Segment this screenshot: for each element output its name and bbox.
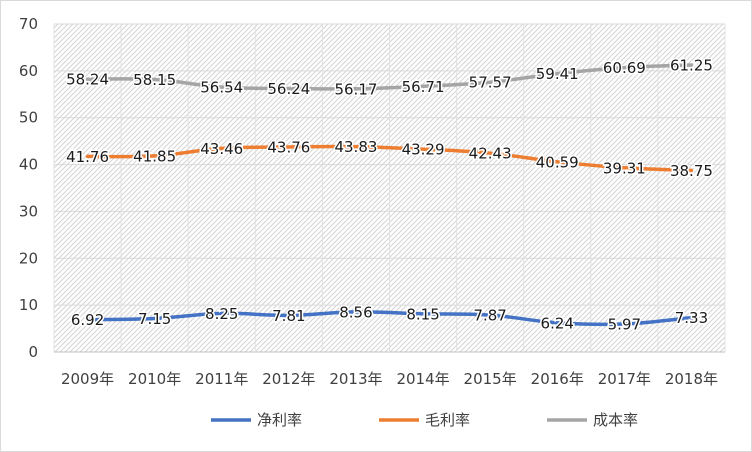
data-label: 38.75 bbox=[670, 162, 713, 180]
data-label: 7.87 bbox=[473, 307, 506, 325]
data-label: 56.17 bbox=[334, 80, 377, 98]
y-tick-label: 30 bbox=[19, 202, 38, 220]
legend-item-净利率[interactable]: 净利率 bbox=[211, 411, 302, 429]
legend-label: 成本率 bbox=[593, 411, 638, 429]
data-label: 58.15 bbox=[133, 71, 176, 89]
series-line-毛利率 bbox=[85, 144, 694, 173]
x-tick-label: 2017年 bbox=[598, 370, 651, 388]
x-axis: 2009年 2010年 2011年 2012年 2013年 2014年 2015年 2016年… bbox=[61, 370, 718, 388]
legend-item-成本率[interactable]: 成本率 bbox=[547, 411, 638, 429]
data-label: 39.31 bbox=[603, 159, 646, 177]
legend-label: 净利率 bbox=[257, 411, 302, 429]
x-tick-label: 2015年 bbox=[464, 370, 517, 388]
data-label: 8.25 bbox=[205, 305, 238, 323]
data-label: 58.24 bbox=[66, 71, 109, 89]
data-label: 41.76 bbox=[66, 148, 109, 166]
data-label: 43.76 bbox=[267, 138, 310, 156]
data-label: 7.15 bbox=[138, 310, 171, 328]
data-label: 56.71 bbox=[402, 78, 445, 96]
data-label: 5.97 bbox=[608, 316, 641, 334]
y-tick-label: 50 bbox=[19, 109, 38, 127]
y-tick-label: 70 bbox=[19, 15, 38, 33]
data-label: 6.24 bbox=[541, 314, 574, 332]
y-tick-label: 40 bbox=[19, 156, 38, 174]
legend[interactable]: 净利率 毛利率 成本率 bbox=[211, 411, 638, 429]
data-label: 43.46 bbox=[200, 140, 243, 158]
series-line-净利率 bbox=[85, 310, 694, 327]
data-label: 56.24 bbox=[267, 80, 310, 98]
legend-item-毛利率[interactable]: 毛利率 bbox=[379, 411, 470, 429]
data-label: 43.29 bbox=[402, 141, 445, 159]
y-axis: 0 10 20 30 40 50 60 70 bbox=[19, 15, 38, 361]
gridlines bbox=[53, 23, 726, 353]
data-labels: 6.92 7.15 8.25 7.81 8.56 8.15 7.87 6.24 5.97 7.33… bbox=[65, 55, 715, 335]
y-tick-label: 20 bbox=[19, 249, 38, 267]
x-tick-label: 2010年 bbox=[128, 370, 181, 388]
data-label: 6.92 bbox=[71, 311, 104, 329]
legend-label: 毛利率 bbox=[425, 411, 470, 429]
x-tick-label: 2011年 bbox=[195, 370, 248, 388]
data-label: 40.59 bbox=[536, 153, 579, 171]
data-label: 61.25 bbox=[670, 57, 713, 75]
data-label: 7.33 bbox=[675, 309, 708, 327]
x-tick-label: 2016年 bbox=[531, 370, 584, 388]
data-label: 59.41 bbox=[536, 65, 579, 83]
x-tick-label: 2014年 bbox=[396, 370, 449, 388]
data-label: 60.69 bbox=[603, 59, 646, 77]
series-line-成本率 bbox=[85, 63, 694, 91]
data-label: 7.81 bbox=[272, 307, 305, 325]
y-tick-label: 0 bbox=[28, 343, 38, 361]
x-tick-label: 2018年 bbox=[665, 370, 718, 388]
data-label: 42.43 bbox=[469, 145, 512, 163]
data-label: 8.15 bbox=[406, 305, 439, 323]
data-label: 57.57 bbox=[469, 74, 512, 92]
y-tick-label: 10 bbox=[19, 296, 38, 314]
data-label: 56.54 bbox=[200, 79, 243, 97]
data-label: 8.56 bbox=[339, 303, 372, 321]
x-tick-label: 2012年 bbox=[262, 370, 315, 388]
data-label: 41.85 bbox=[133, 147, 176, 165]
y-tick-label: 60 bbox=[19, 62, 38, 80]
x-tick-label: 2013年 bbox=[329, 370, 382, 388]
x-tick-label: 2009年 bbox=[61, 370, 114, 388]
series-lines bbox=[85, 63, 694, 327]
data-label: 43.83 bbox=[334, 138, 377, 156]
